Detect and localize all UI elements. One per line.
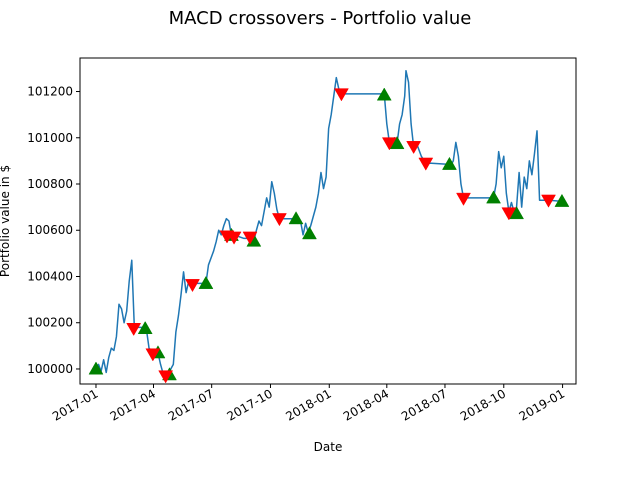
buy-marker	[137, 321, 153, 335]
sell-marker	[541, 194, 556, 208]
buy-marker	[302, 226, 317, 240]
crossover-markers	[88, 87, 570, 384]
sell-marker	[501, 207, 517, 221]
y-axis: 100000 100200 100400 100600 100800 101000 1012…	[27, 85, 80, 376]
sell-marker	[406, 141, 422, 155]
y-tick-label: 101000	[27, 131, 73, 145]
y-axis-label: Portfolio value in $	[0, 165, 12, 277]
sell-marker	[158, 370, 174, 384]
y-tick-label: 100000	[27, 362, 73, 376]
buy-marker	[288, 211, 304, 225]
buy-marker	[486, 190, 501, 204]
sell-marker	[185, 279, 200, 293]
sell-marker	[333, 88, 349, 102]
sell-marker	[145, 348, 161, 362]
y-tick-label: 101200	[27, 85, 73, 99]
sell-marker	[418, 157, 434, 171]
chart-title: MACD crossovers - Portfolio value	[169, 8, 472, 29]
plot-frame	[79, 57, 577, 385]
y-tick-label: 100200	[27, 316, 73, 330]
sell-marker	[271, 213, 287, 227]
sell-marker	[242, 231, 258, 245]
buy-marker	[554, 193, 570, 207]
buy-marker	[442, 156, 457, 170]
sell-marker	[226, 231, 242, 245]
y-tick-label: 100800	[27, 177, 73, 191]
buy-marker	[376, 87, 392, 101]
plot-area	[80, 58, 576, 384]
sell-marker	[456, 192, 471, 206]
buy-marker	[88, 361, 104, 375]
y-tick-label: 100400	[27, 269, 73, 283]
buy-marker	[198, 275, 214, 289]
x-axis-label: Date	[314, 440, 343, 454]
sell-marker	[126, 323, 142, 337]
y-tick-label: 100600	[27, 223, 73, 237]
sell-marker	[381, 137, 397, 151]
